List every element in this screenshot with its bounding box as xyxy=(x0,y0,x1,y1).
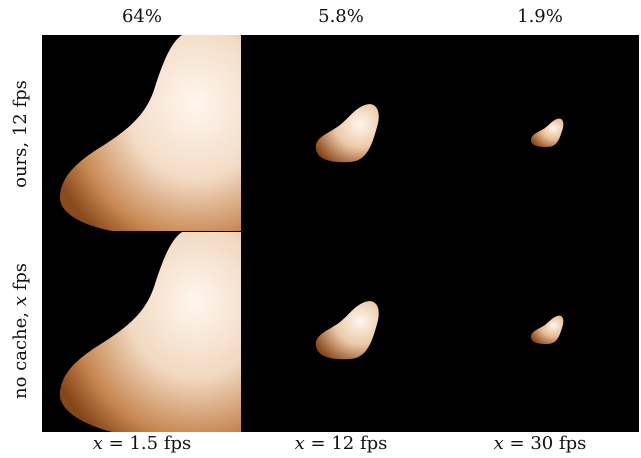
footer-3-var: x xyxy=(493,433,504,454)
column-footer-2: x = 12 fps xyxy=(294,433,388,454)
render-nocache-col2 xyxy=(242,232,440,432)
footer-2-value: 12 xyxy=(331,433,355,454)
row-label-1-text: ours, 12 fps xyxy=(10,80,31,188)
render-ours-col1 xyxy=(42,35,241,231)
footer-2-var: x xyxy=(294,433,305,454)
column-header-3: 1.9% xyxy=(517,6,563,27)
footer-2-unit: fps xyxy=(359,433,388,454)
footer-3-unit: fps xyxy=(558,433,587,454)
render-ours-col2 xyxy=(242,35,440,231)
column-footer-3: x = 30 fps xyxy=(493,433,587,454)
row-label-2-prefix: no cache, xyxy=(10,306,31,400)
footer-1-value: 1.5 xyxy=(129,433,159,454)
render-ours-col3 xyxy=(441,35,639,231)
row-label-2: no cache, x fps xyxy=(10,263,32,399)
footer-1-var: x xyxy=(92,433,103,454)
image-grid xyxy=(42,35,639,432)
row-label-2-var: x xyxy=(10,296,31,307)
column-header-1: 64% xyxy=(121,6,162,27)
render-nocache-col3 xyxy=(441,232,639,432)
render-nocache-col1 xyxy=(42,232,241,432)
row-label-1: ours, 12 fps xyxy=(10,80,32,188)
footer-1-unit: fps xyxy=(163,433,192,454)
column-header-2: 5.8% xyxy=(318,6,364,27)
column-footer-1: x = 1.5 fps xyxy=(92,433,192,454)
footer-3-value: 30 xyxy=(530,433,554,454)
row-label-2-suffix: fps xyxy=(10,262,31,297)
